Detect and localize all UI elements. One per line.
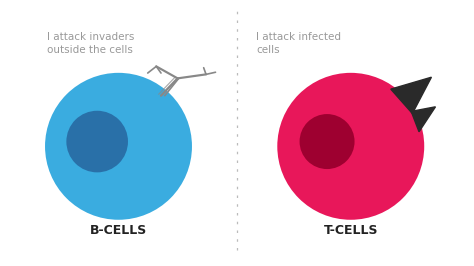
Ellipse shape bbox=[277, 73, 424, 220]
Text: T-CELLS: T-CELLS bbox=[324, 224, 378, 237]
Ellipse shape bbox=[300, 114, 355, 169]
Text: I attack infected
cells: I attack infected cells bbox=[256, 32, 341, 55]
Text: B-CELLS: B-CELLS bbox=[90, 224, 147, 237]
Polygon shape bbox=[411, 107, 436, 132]
Ellipse shape bbox=[66, 111, 128, 172]
Ellipse shape bbox=[45, 73, 192, 220]
Text: I attack invaders
outside the cells: I attack invaders outside the cells bbox=[47, 32, 135, 55]
Polygon shape bbox=[391, 77, 431, 114]
